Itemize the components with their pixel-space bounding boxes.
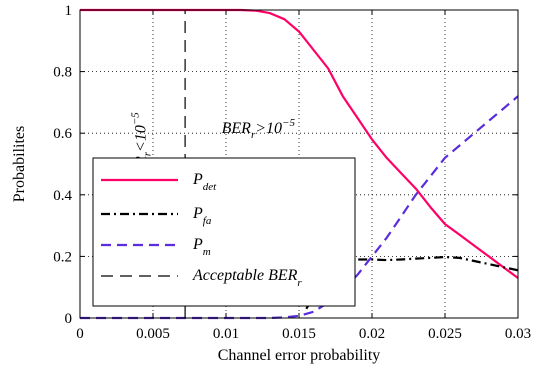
x-tick-label: 0.01 bbox=[213, 326, 239, 342]
legend-label-main: P bbox=[192, 171, 203, 188]
y-tick-label: 0.8 bbox=[53, 65, 72, 81]
annotation-ber-above: BERr>10−5 bbox=[222, 117, 296, 141]
y-tick-label: 1 bbox=[65, 3, 73, 19]
annotation-main: BER bbox=[222, 120, 252, 137]
x-tick-label: 0.005 bbox=[136, 326, 170, 342]
legend-label-p-fa: Pfa bbox=[192, 205, 212, 227]
x-tick-label: 0.03 bbox=[505, 326, 531, 342]
annotation-rel: >10 bbox=[255, 120, 282, 137]
x-tick-label: 0.02 bbox=[359, 326, 385, 342]
legend-label-main: P bbox=[192, 205, 203, 222]
x-tick-label: 0.015 bbox=[282, 326, 316, 342]
annotation-sub: r bbox=[251, 129, 256, 141]
legend-box bbox=[92, 157, 356, 307]
legend-label-sub: det bbox=[203, 181, 217, 193]
legend-label-p-det: Pdet bbox=[192, 171, 217, 193]
series-line-p-det bbox=[80, 8, 519, 279]
legend-label-sub: fa bbox=[203, 215, 212, 227]
y-tick-label: 0.2 bbox=[53, 249, 72, 265]
annotation-exp: −5 bbox=[282, 117, 295, 129]
y-tick-label: 0.4 bbox=[53, 188, 72, 204]
x-tick-label: 0.025 bbox=[428, 326, 462, 342]
y-axis-label: Probabilites bbox=[11, 126, 28, 202]
annotation-exp: −5 bbox=[130, 112, 142, 125]
legend-label-p-m: Pm bbox=[192, 236, 211, 258]
x-tick-label: 0 bbox=[76, 326, 84, 342]
legend-label-main: Acceptable BER bbox=[192, 267, 298, 284]
annotation-rel: <10 bbox=[133, 125, 150, 152]
legend-label-main: P bbox=[192, 236, 203, 253]
x-axis-label: Channel error probability bbox=[218, 347, 381, 364]
series-line-p-m bbox=[80, 95, 519, 320]
legend-label-acceptable-ber-r: Acceptable BERr bbox=[192, 267, 302, 289]
y-tick-label: 0.6 bbox=[53, 126, 72, 142]
y-tick-label: 0 bbox=[65, 311, 73, 327]
axis-ticks: 0 0.005 0.01 0.015 0.02 0.025 0.03 0 0.2 0.4 0.6 0.… bbox=[53, 3, 531, 342]
legend-label-sub: r bbox=[297, 277, 302, 289]
annotation-sub: r bbox=[142, 151, 154, 156]
legend-label-sub: m bbox=[203, 246, 211, 258]
